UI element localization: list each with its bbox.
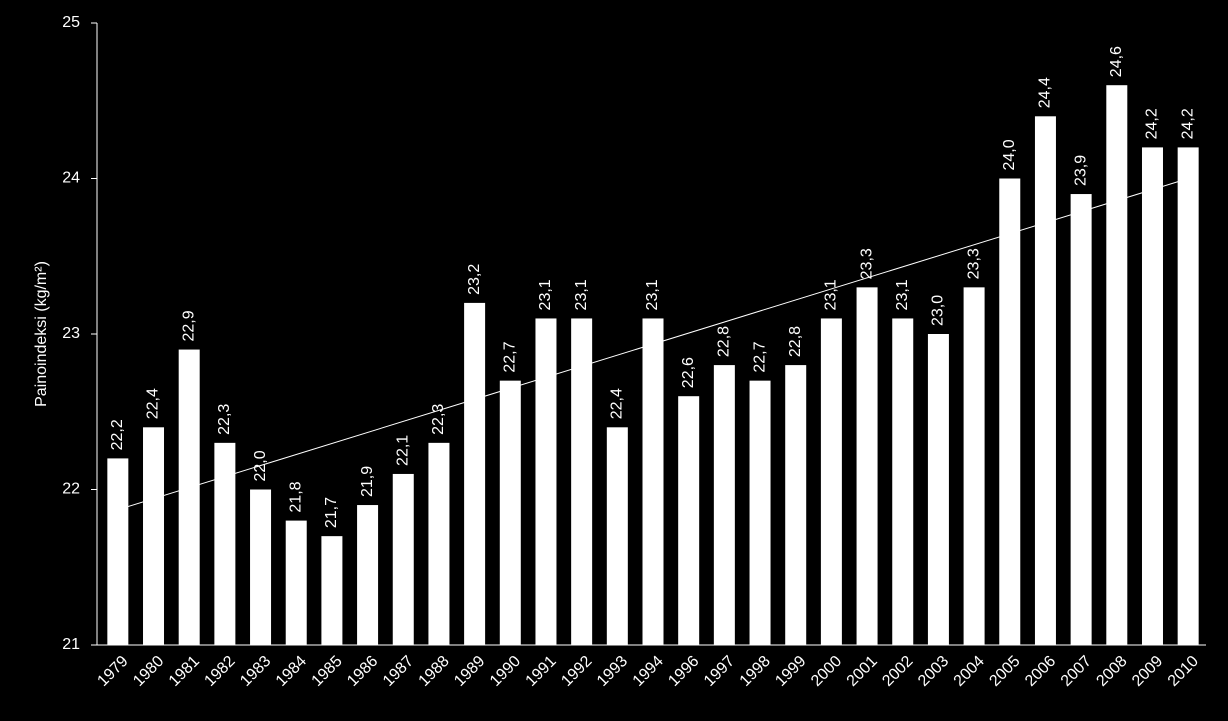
x-tick-label: 2007	[1058, 653, 1095, 690]
x-tick-label: 1982	[201, 653, 238, 690]
y-axis-label: Painoindeksi (kg/m²)	[33, 261, 50, 407]
x-tick-label: 1997	[701, 653, 738, 690]
x-tick-label: 1991	[523, 653, 560, 690]
bar	[963, 287, 985, 645]
bar	[713, 365, 735, 645]
value-label: 22,1	[394, 435, 411, 466]
value-label: 23,3	[965, 248, 982, 279]
value-label: 23,9	[1072, 155, 1089, 186]
bar	[642, 318, 664, 645]
value-label: 21,9	[359, 466, 376, 497]
value-label: 23,3	[858, 248, 875, 279]
value-label: 22,3	[216, 404, 233, 435]
x-tick-label: 1986	[344, 653, 381, 690]
value-label: 21,7	[323, 497, 340, 528]
bar	[1141, 147, 1163, 645]
bar	[464, 302, 486, 645]
bar	[107, 458, 129, 645]
y-tick-label: 25	[62, 14, 80, 31]
bar	[357, 505, 379, 645]
x-tick-label: 1981	[166, 653, 203, 690]
x-tick-label: 2000	[808, 653, 845, 690]
x-tick-label: 2004	[951, 653, 988, 690]
x-tick-label: 1987	[380, 653, 417, 690]
value-label: 23,0	[930, 295, 947, 326]
value-label: 21,8	[287, 481, 304, 512]
x-tick-label: 1984	[273, 653, 310, 690]
bar	[820, 318, 842, 645]
y-tick-label: 23	[62, 325, 80, 342]
x-tick-label: 1993	[594, 653, 631, 690]
value-label: 22,7	[502, 341, 519, 372]
x-tick-label: 1979	[94, 653, 131, 690]
x-tick-label: 2005	[986, 653, 1023, 690]
bar	[856, 287, 878, 645]
x-tick-label: 2003	[915, 653, 952, 690]
value-label: 22,8	[787, 326, 804, 357]
value-label: 24,2	[1144, 108, 1161, 139]
x-tick-label: 1999	[772, 653, 809, 690]
x-tick-label: 1989	[451, 653, 488, 690]
x-tick-label: 1985	[309, 653, 346, 690]
value-label: 23,1	[537, 279, 554, 310]
value-label: 22,4	[609, 388, 626, 419]
bar	[927, 334, 949, 645]
bar	[250, 489, 272, 645]
bar	[749, 380, 771, 645]
x-tick-label: 1988	[416, 653, 453, 690]
x-tick-label: 1992	[558, 653, 595, 690]
bar	[892, 318, 914, 645]
x-tick-label: 1983	[237, 653, 274, 690]
x-tick-label: 2008	[1093, 653, 1130, 690]
value-label: 22,4	[145, 388, 162, 419]
x-tick-label: 1990	[487, 653, 524, 690]
x-tick-label: 2006	[1022, 653, 1059, 690]
x-tick-label: 1994	[630, 653, 667, 690]
bar	[392, 473, 414, 645]
bar	[321, 536, 343, 645]
bar	[285, 520, 307, 645]
bar	[678, 396, 700, 645]
x-tick-label: 2001	[844, 653, 881, 690]
value-label: 22,8	[716, 326, 733, 357]
bar	[785, 365, 807, 645]
bar	[606, 427, 628, 645]
value-label: 22,7	[751, 341, 768, 372]
value-label: 22,9	[180, 310, 197, 341]
x-tick-label: 1998	[737, 653, 774, 690]
value-label: 23,1	[894, 279, 911, 310]
bar	[214, 442, 236, 645]
value-label: 22,6	[680, 357, 697, 388]
value-label: 23,2	[466, 264, 483, 295]
trend-line	[117, 178, 1189, 511]
x-tick-label: 2010	[1165, 653, 1202, 690]
y-tick-label: 21	[62, 636, 80, 653]
bar	[143, 427, 165, 645]
bar	[428, 442, 450, 645]
value-label: 23,1	[644, 279, 661, 310]
value-label: 24,6	[1108, 46, 1125, 77]
x-tick-label: 1996	[665, 653, 702, 690]
bar	[571, 318, 593, 645]
value-label: 23,1	[823, 279, 840, 310]
x-tick-label: 2002	[879, 653, 916, 690]
value-label: 23,1	[573, 279, 590, 310]
bar	[999, 178, 1021, 645]
value-label: 24,2	[1179, 108, 1196, 139]
y-tick-label: 22	[62, 481, 80, 498]
value-label: 22,2	[109, 419, 126, 450]
x-tick-label: 1980	[130, 653, 167, 690]
bar	[499, 380, 521, 645]
y-tick-label: 24	[62, 170, 80, 187]
bar	[1070, 194, 1092, 646]
value-label: 24,0	[1001, 139, 1018, 170]
bar	[1177, 147, 1199, 645]
bar	[1034, 116, 1056, 646]
x-tick-label: 2009	[1129, 653, 1166, 690]
bar	[178, 349, 200, 645]
bar	[535, 318, 557, 645]
value-label: 24,4	[1037, 77, 1054, 108]
bar	[1106, 85, 1128, 645]
